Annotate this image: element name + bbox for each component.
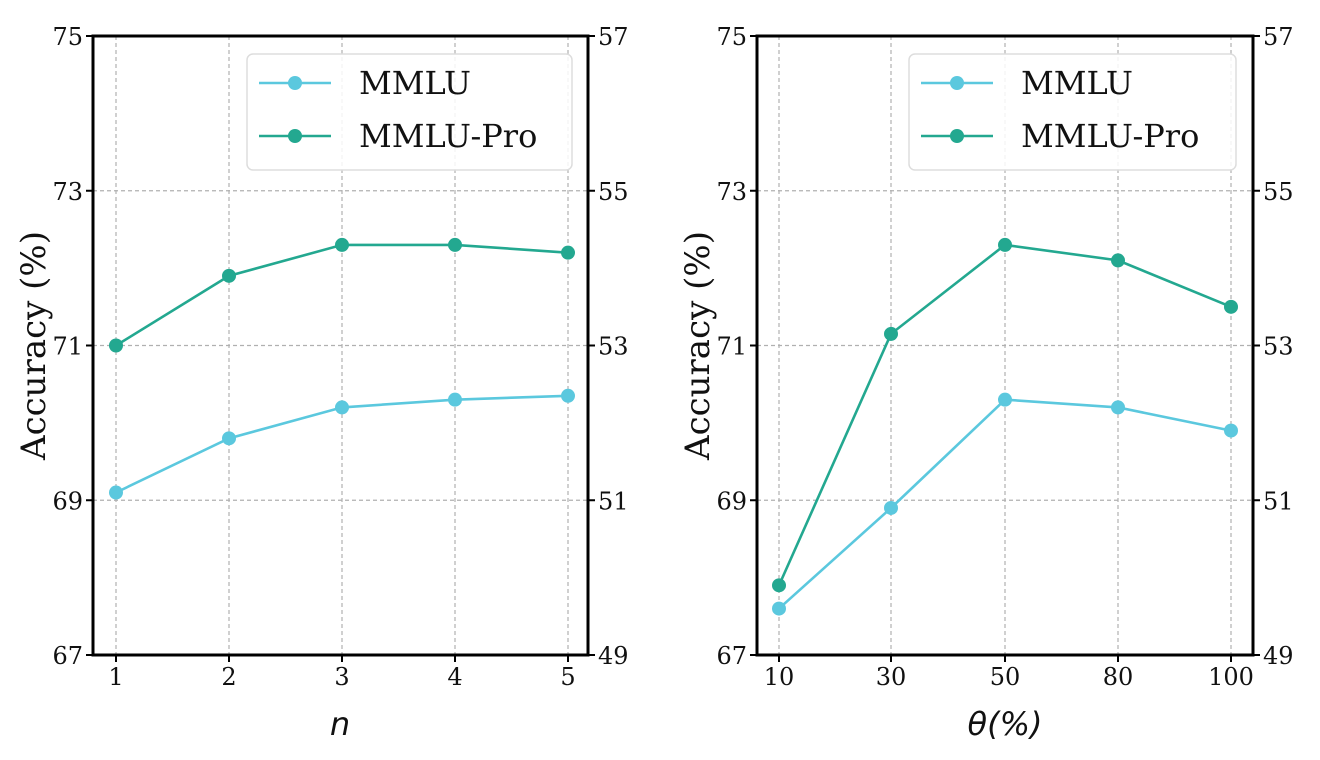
legend-label: MMLU-Pro [1021, 117, 1199, 155]
y-tick-label: 73 [716, 178, 747, 206]
series-mmlu [109, 388, 575, 500]
chart-panel-1: 67 69 71 73 75 49 51 53 55 57 1 2 3 4 5 Accuracy (%) n MM… [14, 23, 629, 743]
data-point [1224, 299, 1238, 314]
legend-marker [950, 129, 964, 143]
y2-tick-label: 55 [598, 178, 629, 206]
data-point [772, 601, 786, 616]
y2-tick-label: 53 [598, 333, 629, 361]
data-point [998, 392, 1012, 407]
data-point [335, 400, 349, 415]
y-axis-label: Accuracy (%) [678, 231, 718, 461]
legend-label: MMLU [359, 64, 471, 102]
data-point [1224, 423, 1238, 438]
data-point [561, 388, 575, 403]
data-point [109, 338, 123, 353]
data-point [1111, 253, 1125, 268]
data-point [884, 326, 898, 341]
y-axis-label: Accuracy (%) [14, 231, 54, 461]
data-point [222, 268, 236, 283]
data-point [561, 245, 575, 260]
x-tick-label: 2 [221, 663, 236, 691]
x-axis-label: n [330, 705, 350, 743]
x-tick-label: 4 [447, 663, 462, 691]
data-point [998, 237, 1012, 252]
data-point [335, 237, 349, 252]
y2-tick-label: 51 [1263, 487, 1294, 515]
legend-marker [288, 76, 302, 90]
series-mmlu-pro [772, 237, 1238, 593]
legend-marker [288, 129, 302, 143]
y2-tick-label: 51 [598, 487, 629, 515]
y-tick-label: 69 [716, 487, 747, 515]
y-tick-label: 67 [716, 642, 747, 670]
data-point [109, 485, 123, 500]
y-tick-label: 71 [52, 333, 83, 361]
y2-tick-label: 49 [598, 642, 629, 670]
data-point [884, 500, 898, 515]
x-tick-label: 5 [560, 663, 575, 691]
x-tick-label: 10 [764, 663, 795, 691]
y-tick-label: 69 [52, 487, 83, 515]
data-point [1111, 400, 1125, 415]
x-tick-label: 3 [334, 663, 349, 691]
y2-tick-label: 57 [598, 23, 629, 51]
x-tick-label: 100 [1208, 663, 1254, 691]
y-tick-label: 67 [52, 642, 83, 670]
data-point [448, 392, 462, 407]
y2-tick-label: 49 [1263, 642, 1294, 670]
legend: MMLU MMLU-Pro [246, 53, 573, 171]
y2-tick-label: 57 [1263, 23, 1294, 51]
y2-tick-label: 53 [1263, 333, 1294, 361]
legend-label: MMLU-Pro [359, 117, 537, 155]
data-point [222, 431, 236, 446]
y-tick-label: 75 [716, 23, 747, 51]
x-tick-label: 50 [990, 663, 1021, 691]
x-tick-label: 1 [108, 663, 123, 691]
series-mmlu-pro [109, 237, 575, 353]
x-tick-label: 80 [1103, 663, 1134, 691]
data-point [772, 578, 786, 593]
legend-marker [950, 76, 964, 90]
y-tick-label: 75 [52, 23, 83, 51]
x-axis-label: θ(%) [968, 705, 1043, 743]
series-mmlu [772, 392, 1238, 616]
x-tick-label: 30 [876, 663, 907, 691]
legend: MMLU MMLU-Pro [908, 53, 1237, 171]
y-tick-label: 73 [52, 178, 83, 206]
legend-label: MMLU [1021, 64, 1133, 102]
chart-panel-2: 67 69 71 73 75 49 51 53 55 57 10 30 50 80 100 Accuracy … [678, 23, 1294, 743]
data-point [448, 237, 462, 252]
y2-tick-label: 55 [1263, 178, 1294, 206]
y-tick-label: 71 [716, 333, 747, 361]
